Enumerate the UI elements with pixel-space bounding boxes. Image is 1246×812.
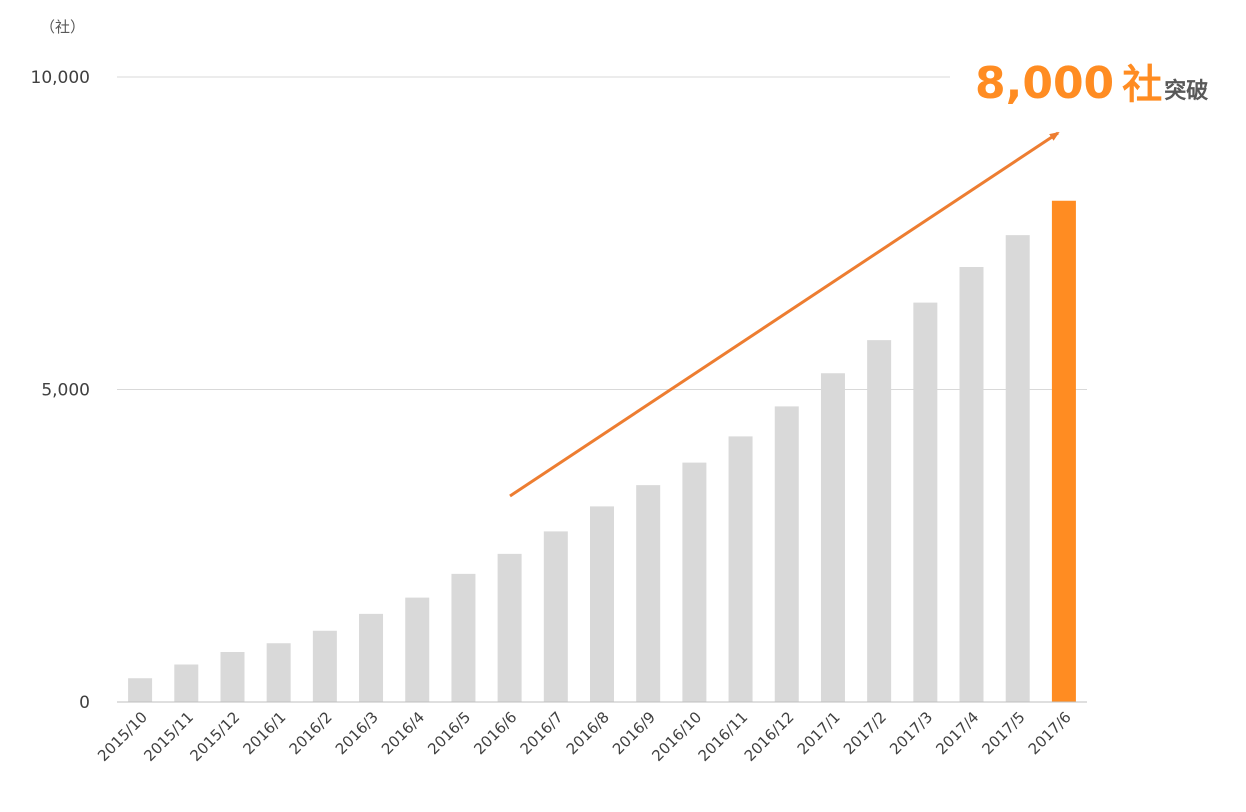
x-tick-label: 2017/5 (978, 708, 1028, 758)
bar (590, 506, 614, 702)
bar (266, 643, 291, 702)
x-tick-label: 2017/6 (1025, 708, 1075, 758)
x-tick-label: 2017/4 (932, 708, 982, 758)
y-tick-label: 0 (79, 693, 90, 713)
y-tick-label: 10,000 (31, 68, 90, 88)
x-tick-label: 2017/2 (840, 708, 890, 758)
bar (359, 613, 384, 702)
x-tick-label: 2016/10 (648, 708, 705, 765)
bar (497, 553, 522, 702)
x-tick-label: 2016/11 (695, 708, 752, 765)
bar (867, 340, 892, 702)
y-axis-ticks: 0 5,000 10,000 (31, 68, 90, 713)
x-tick-label: 2016/5 (424, 708, 474, 758)
bar (405, 597, 430, 702)
x-tick-label: 2016/8 (563, 708, 613, 758)
x-tick-label: 2015/11 (140, 708, 197, 765)
bar (682, 462, 707, 702)
bar (220, 652, 245, 702)
bar (913, 302, 938, 702)
gridlines (117, 76, 1087, 390)
bar (543, 531, 568, 702)
bar (128, 678, 153, 702)
y-tick-label: 5,000 (41, 381, 90, 401)
x-axis-labels: 2015/102015/112015/122016/12016/22016/32… (94, 708, 1075, 765)
headline-value: 8,000 (975, 58, 1115, 109)
headline-unit: 社 (1122, 62, 1163, 108)
bar (312, 630, 337, 702)
trend-arrow (509, 131, 1060, 498)
x-tick-label: 2016/3 (332, 708, 382, 758)
x-tick-label: 2016/2 (286, 708, 336, 758)
x-tick-label: 2015/12 (187, 708, 244, 765)
y-axis-unit-label: （社） (40, 18, 85, 36)
x-tick-label: 2016/4 (378, 708, 428, 758)
bar (728, 436, 753, 702)
bars (128, 200, 1076, 702)
x-tick-label: 2016/7 (517, 708, 567, 758)
bar (959, 267, 984, 702)
headline-suffix: 突破 (1164, 79, 1209, 104)
bar (451, 573, 476, 702)
x-tick-label: 2017/3 (886, 708, 936, 758)
x-tick-label: 2016/6 (470, 708, 520, 758)
bar (1005, 235, 1030, 702)
x-tick-label: 2015/10 (94, 708, 151, 765)
x-tick-label: 2016/1 (239, 708, 289, 758)
bar (774, 406, 799, 702)
x-tick-label: 2017/1 (794, 708, 844, 758)
bar (636, 485, 661, 702)
headline-annotation: 8,000 社突破 (975, 52, 1208, 110)
bar-highlight (1051, 200, 1076, 702)
x-tick-label: 2016/12 (741, 708, 798, 765)
bar (174, 664, 199, 702)
bar (820, 373, 845, 702)
